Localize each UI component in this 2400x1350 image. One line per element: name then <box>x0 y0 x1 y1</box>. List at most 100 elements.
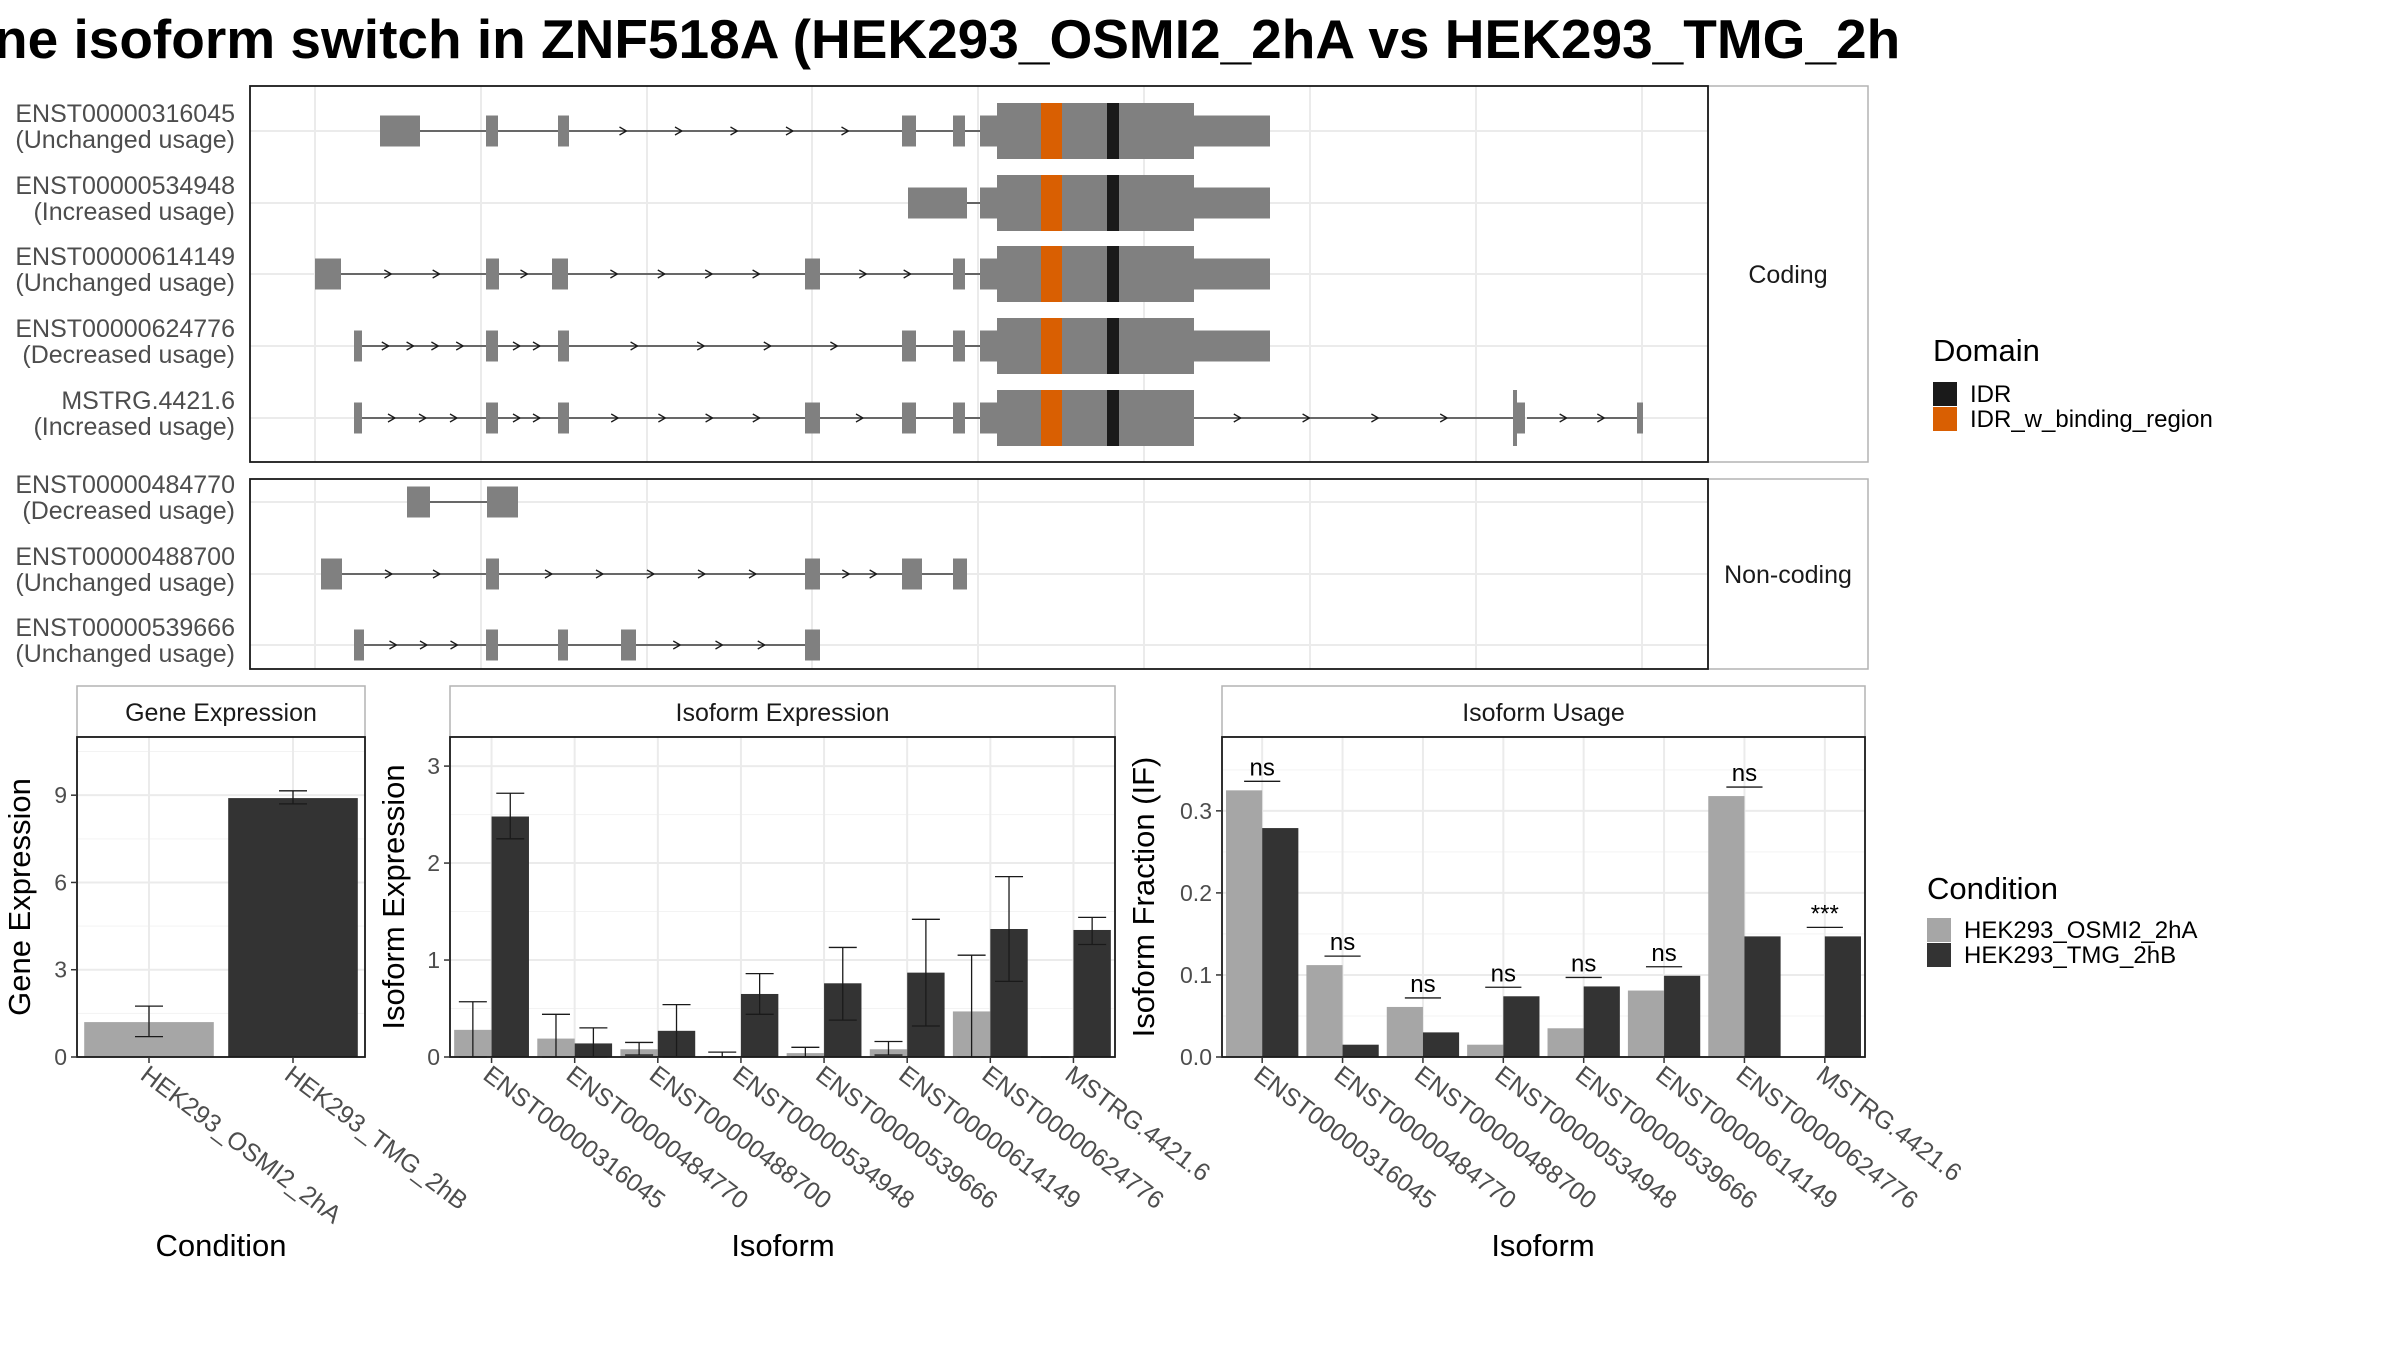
exon <box>1194 330 1270 362</box>
exon <box>486 258 499 290</box>
transcript-label: ENST00000624776 <box>15 315 235 343</box>
domain-idr <box>1107 103 1119 159</box>
intron-arrow <box>619 126 628 136</box>
exon <box>805 558 820 590</box>
intron-arrow <box>1371 413 1380 423</box>
intron-arrow <box>1559 413 1568 423</box>
intron-arrow <box>757 640 767 650</box>
bar-HEK293_TMG_2hB-ENST00000484770 <box>1342 1044 1379 1057</box>
exon <box>953 330 965 362</box>
exon <box>486 558 499 590</box>
intron-arrow <box>785 126 795 136</box>
intron-arrow <box>658 413 667 423</box>
intron-arrow <box>610 413 620 423</box>
exon <box>953 558 967 590</box>
intron-arrow <box>646 569 656 579</box>
transcript-label: ENST00000484770 <box>15 471 235 499</box>
intron-arrow <box>544 569 554 579</box>
domain-idr <box>1107 390 1119 446</box>
transcript-structure-panel: CodingNon-codingENST00000316045(Unchange… <box>15 85 1869 670</box>
y-tick-label: 1 <box>427 947 440 973</box>
bar-HEK293_TMG_2hB-ENST00000614149 <box>1664 975 1701 1057</box>
intron-arrow <box>841 126 850 136</box>
exon <box>1517 402 1525 434</box>
y-tick-label: 6 <box>54 869 67 895</box>
significance-label: ns <box>1250 754 1275 781</box>
intron-arrow <box>520 269 529 279</box>
intron-arrow <box>406 341 415 351</box>
intron-arrow <box>705 413 714 423</box>
intron-arrow <box>389 640 398 650</box>
exon <box>902 330 916 362</box>
domain-idr-binding <box>1041 390 1062 446</box>
coding-strip-label: Coding <box>1748 261 1827 289</box>
significance-label: ns <box>1651 940 1676 967</box>
exon <box>558 115 569 147</box>
intron-arrow <box>384 569 394 579</box>
plot-border <box>449 736 1116 1058</box>
y-tick-label: 0 <box>427 1044 440 1070</box>
domain-legend-key-idr-binding <box>1933 407 1957 431</box>
y-axis-title: Isoform Fraction (IF) <box>1126 757 1161 1038</box>
exon <box>953 258 965 290</box>
exon <box>1194 115 1270 147</box>
noncoding-panel-border <box>249 478 1709 670</box>
intron-arrow <box>419 640 429 650</box>
domain-legend-title: Domain <box>1933 333 2040 368</box>
bar-HEK293_TMG_2hB-ENST00000539666 <box>1583 986 1620 1057</box>
exon <box>486 330 498 362</box>
transcript-usage-label: (Increased usage) <box>33 198 235 226</box>
intron-arrow <box>431 341 440 351</box>
exon <box>902 402 916 434</box>
intron-arrow <box>449 413 459 423</box>
intron-arrow <box>748 569 758 579</box>
noncoding-strip-label: Non-coding <box>1724 561 1852 589</box>
exon <box>997 246 1194 302</box>
intron-arrow <box>696 341 706 351</box>
intron-arrow <box>657 269 667 279</box>
exon <box>805 402 820 434</box>
y-tick-label: 3 <box>427 753 440 779</box>
exon <box>486 115 498 147</box>
exon <box>486 402 498 434</box>
exon <box>621 629 636 661</box>
intron-arrow <box>752 269 761 279</box>
y-tick-label: 2 <box>427 850 440 876</box>
exon <box>407 486 430 518</box>
exon <box>997 318 1194 374</box>
intron-arrow <box>697 569 707 579</box>
bar-HEK293_TMG_2hB-MSTRG.4421.6 <box>1073 929 1111 1057</box>
chart-isoform-usage: Isoform Usage ns ns ns ns ns ns ns *** 0.0 0.1 0.2 0… <box>1126 685 1967 1263</box>
significance-label: ns <box>1330 929 1355 956</box>
transcript-label: MSTRG.4421.6 <box>61 387 235 415</box>
chart-isoform-expression: Isoform Expression0123ENST00000316045ENS… <box>376 685 1215 1263</box>
transcript-label: ENST00000539666 <box>15 614 235 642</box>
intron-arrow <box>1597 413 1606 423</box>
intron-arrow <box>610 269 619 279</box>
exon <box>953 402 965 434</box>
exon <box>997 103 1194 159</box>
exon <box>805 258 820 290</box>
transcript-usage-label: (Unchanged usage) <box>15 569 235 597</box>
intron-arrow <box>512 413 522 423</box>
intron-arrow <box>752 413 762 423</box>
exon <box>902 115 916 147</box>
exon <box>486 629 498 661</box>
bar-HEK293_OSMI2_2hA-ENST00000316045 <box>1226 790 1263 1057</box>
exon <box>380 115 420 147</box>
condition-legend-label-b: HEK293_TMG_2hB <box>1964 942 2176 969</box>
exon <box>908 187 967 219</box>
intron-arrow <box>715 640 724 650</box>
intron-arrow <box>1439 413 1449 423</box>
exon <box>558 330 569 362</box>
transcript-usage-label: (Unchanged usage) <box>15 640 235 668</box>
domain-idr-binding <box>1041 175 1062 231</box>
intron-arrow <box>432 569 442 579</box>
intron-arrow <box>903 269 912 279</box>
intron-arrow <box>384 269 393 279</box>
bar-HEK293_TMG_2hB-ENST00000534948 <box>1503 996 1540 1057</box>
x-axis-title: Isoform <box>1491 1228 1594 1263</box>
transcript-label: ENST00000534948 <box>15 172 235 200</box>
exon <box>1194 187 1270 219</box>
y-tick-label: 0 <box>54 1044 67 1070</box>
